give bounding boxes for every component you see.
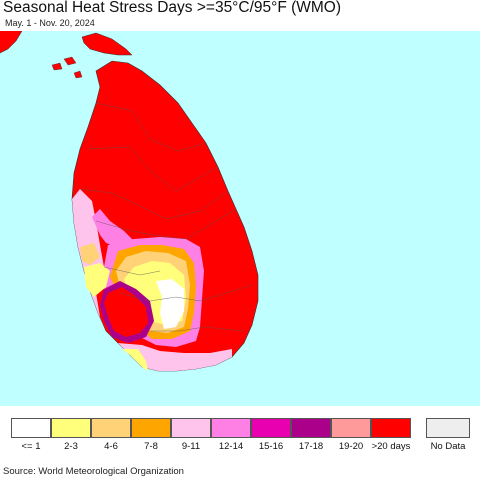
map-title: Seasonal Heat Stress Days >=35°C/95°F (W… — [3, 0, 342, 16]
india-mainland — [0, 31, 22, 53]
west-yellow-patch — [84, 263, 110, 297]
map-date-range: May. 1 - Nov. 20, 2024 — [5, 18, 95, 28]
legend-label-17-18: 17-18 — [298, 441, 324, 452]
legend-swatch-17-18 — [291, 418, 331, 438]
legend-label-15-16: 15-16 — [258, 441, 284, 452]
jaffna-peninsula — [81, 32, 133, 56]
west-orange-patch — [80, 243, 100, 265]
white-zone — [156, 279, 184, 329]
legend-swatch-no-data — [426, 418, 470, 438]
legend-label-4-6: 4-6 — [104, 441, 118, 452]
legend-label-no-data: No Data — [430, 441, 466, 452]
legend-bar — [11, 418, 411, 438]
legend-swatch-le1 — [11, 418, 51, 438]
southwest-red-core — [104, 287, 148, 337]
legend-swatch-7-8 — [131, 418, 171, 438]
islands — [51, 56, 83, 79]
legend-label-12-14: 12-14 — [218, 441, 244, 452]
legend-swatch-19-20 — [331, 418, 371, 438]
legend-swatch-gt20 — [371, 418, 411, 438]
legend-swatch-4-6 — [91, 418, 131, 438]
legend-label-7-8: 7-8 — [144, 441, 158, 452]
legend-label-2-3: 2-3 — [64, 441, 78, 452]
south-coast-yellow — [122, 349, 148, 371]
heat-stress-map — [0, 31, 480, 406]
legend-label-19-20: 19-20 — [338, 441, 364, 452]
legend-swatch-15-16 — [251, 418, 291, 438]
legend-label-gt20: >20 days — [371, 441, 411, 452]
legend-swatch-2-3 — [51, 418, 91, 438]
source-credit: Source: World Meteorological Organizatio… — [3, 466, 184, 477]
legend-swatch-9-11 — [171, 418, 211, 438]
out-of-domain — [442, 31, 480, 32]
legend-swatch-12-14 — [211, 418, 251, 438]
district-boundaries — [79, 102, 253, 332]
legend-label-le1: <= 1 — [21, 441, 41, 452]
india-coast-outline — [0, 31, 23, 54]
legend-label-9-11: 9-11 — [181, 441, 201, 452]
